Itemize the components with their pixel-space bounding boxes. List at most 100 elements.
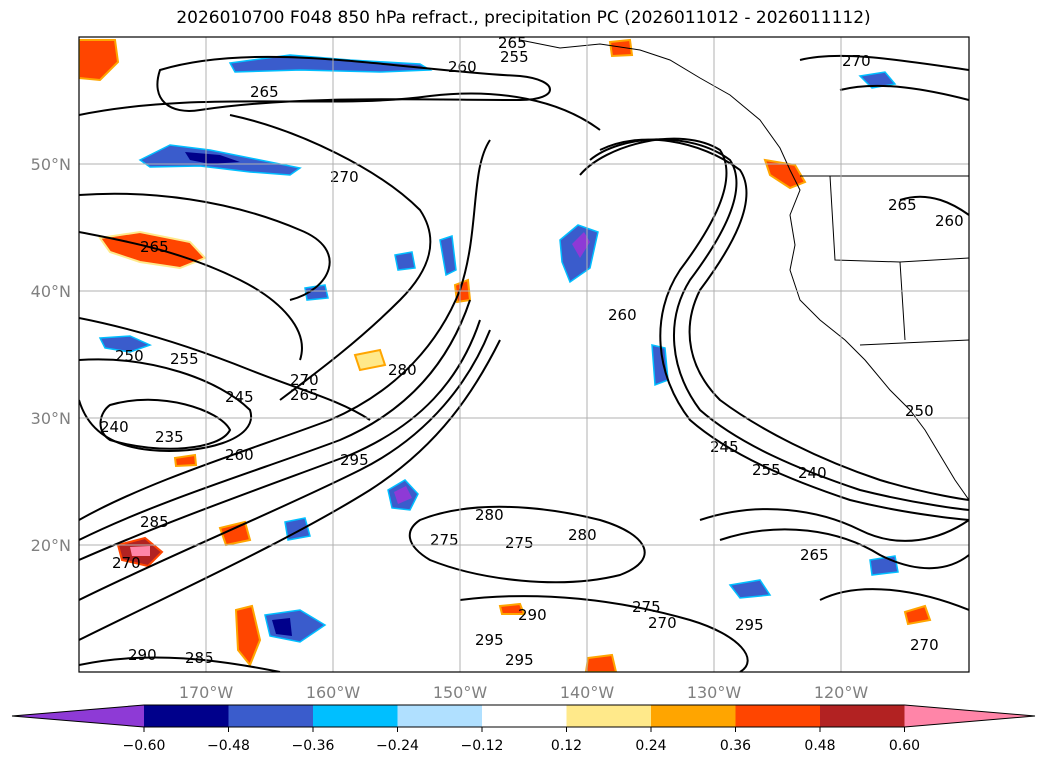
- contour-line: [229, 114, 432, 401]
- colorbar-segment: [735, 705, 820, 727]
- colorbar-segment: [820, 705, 905, 727]
- contour-label: 290: [518, 606, 547, 624]
- us-mexico-border: [859, 339, 969, 346]
- lat-label: 50°N: [31, 155, 71, 174]
- contour-label: 275: [632, 598, 661, 616]
- colorbar-tick-label: 0.36: [720, 738, 751, 754]
- precip-patch-coast-3: [608, 38, 634, 58]
- contour-label: 235: [155, 428, 184, 446]
- contour-label: 295: [340, 451, 369, 469]
- contour-label: 285: [185, 649, 214, 667]
- contour-line: [699, 508, 969, 542]
- precip-patch-east-3: [903, 604, 932, 626]
- contour-label: 240: [798, 464, 827, 482]
- precip-patch-west-3: [353, 348, 387, 372]
- contour-label: 270: [112, 554, 141, 572]
- colorbar-segment: [651, 705, 736, 727]
- lat-label: 40°N: [31, 282, 71, 301]
- contour-line: [79, 231, 303, 361]
- colorbar-extend-left: [12, 705, 144, 727]
- contour-line: [599, 138, 969, 501]
- precip-patch-south-3: [584, 653, 618, 672]
- contour-label: 270: [290, 371, 319, 389]
- map-background: [79, 37, 969, 672]
- colorbar-tick-label: 0.24: [635, 738, 666, 754]
- contour-line: [79, 358, 253, 452]
- contour-line: [589, 138, 969, 511]
- precip-patch-south-4: [498, 602, 526, 615]
- lon-label: 140°W: [560, 683, 615, 702]
- lon-label: 170°W: [179, 683, 234, 702]
- contour-line: [839, 84, 969, 101]
- contour-label: 295: [735, 616, 764, 634]
- contour-label: 265: [800, 546, 829, 564]
- contour-line: [79, 92, 601, 131]
- colorbar-ticks: [143, 727, 905, 732]
- colorbar-segment: [313, 705, 398, 727]
- contour-line: [719, 528, 969, 570]
- lon-label: 130°W: [687, 683, 742, 702]
- precip-patch-north-strip: [228, 54, 433, 73]
- precip-patch-36n: [98, 335, 153, 353]
- contour-label: 265: [250, 83, 279, 101]
- colorbar-segment: [482, 705, 567, 727]
- precip-patch-20n-west-core: [130, 546, 150, 556]
- precip-patch-coast-2: [858, 71, 897, 89]
- colorbar-extend-right: [904, 705, 1035, 727]
- precip-patch-24n-core: [394, 486, 412, 504]
- lon-label: 150°W: [433, 683, 488, 702]
- map-plot-area: 265 260 255 270 265 270 265 250 255 245 …: [78, 36, 970, 673]
- contour-label: 250: [115, 347, 144, 365]
- colorbar-tick-label: −0.48: [207, 738, 250, 754]
- contour-label: 275: [430, 531, 459, 549]
- colorbar-segment: [397, 705, 482, 727]
- contour-line: [79, 339, 501, 641]
- contour-line: [579, 137, 969, 521]
- longitude-labels: 170°W 160°W 150°W 140°W 130°W 120°W: [179, 683, 869, 702]
- contour-label: 260: [225, 446, 254, 464]
- colorbar-tick-label: 0.48: [804, 738, 835, 754]
- colorbar-tick-label: 0.12: [551, 738, 582, 754]
- colorbar-tick-labels: −0.60 −0.48 −0.36 −0.24 −0.12 0.12 0.24 …: [123, 738, 921, 754]
- inland-state-lines: [829, 175, 969, 341]
- contour-label: 270: [330, 168, 359, 186]
- contour-label: 285: [140, 513, 169, 531]
- contour-label: 280: [388, 361, 417, 379]
- contour-label: 270: [842, 52, 871, 70]
- contour-label: 265: [290, 386, 319, 404]
- contour-label: 255: [752, 461, 781, 479]
- contour-line: [79, 319, 481, 561]
- lon-label: 120°W: [814, 683, 869, 702]
- latitude-labels: 50°N 40°N 30°N 20°N: [31, 155, 71, 555]
- contour-label: 270: [910, 636, 939, 654]
- contour-label: 255: [170, 350, 199, 368]
- colorbar-segment: [228, 705, 313, 727]
- contour-label: 245: [225, 388, 254, 406]
- contour-label: 295: [475, 631, 504, 649]
- precip-patch-south-1: [234, 604, 262, 667]
- colorbar-tick-label: −0.36: [292, 738, 335, 754]
- precip-patch-east-2: [869, 555, 899, 576]
- contour-label: 255: [500, 48, 529, 66]
- colorbar-tick-label: −0.12: [461, 738, 504, 754]
- contour-label: 245: [710, 438, 739, 456]
- contour-label: 295: [505, 651, 534, 669]
- contour-label: 280: [568, 526, 597, 544]
- colorbar: −0.60 −0.48 −0.36 −0.24 −0.12 0.12 0.24 …: [11, 704, 1036, 754]
- lat-label: 30°N: [31, 409, 71, 428]
- contour-label: 260: [935, 212, 964, 230]
- refractivity-contours: [79, 54, 969, 672]
- contour-label: 280: [475, 506, 504, 524]
- contour-label: 260: [608, 306, 637, 324]
- contour-line: [799, 54, 969, 71]
- lat-label: 20°N: [31, 536, 71, 555]
- colorbar-segment: [566, 705, 651, 727]
- precip-patch-42n-core: [572, 232, 590, 258]
- lon-label: 160°W: [306, 683, 361, 702]
- precip-patch-west-1: [218, 520, 252, 547]
- colorbar-tick-label: −0.60: [123, 738, 166, 754]
- contour-line: [899, 195, 969, 216]
- contour-label: 290: [128, 646, 157, 664]
- precip-patch-50n-core: [185, 152, 240, 164]
